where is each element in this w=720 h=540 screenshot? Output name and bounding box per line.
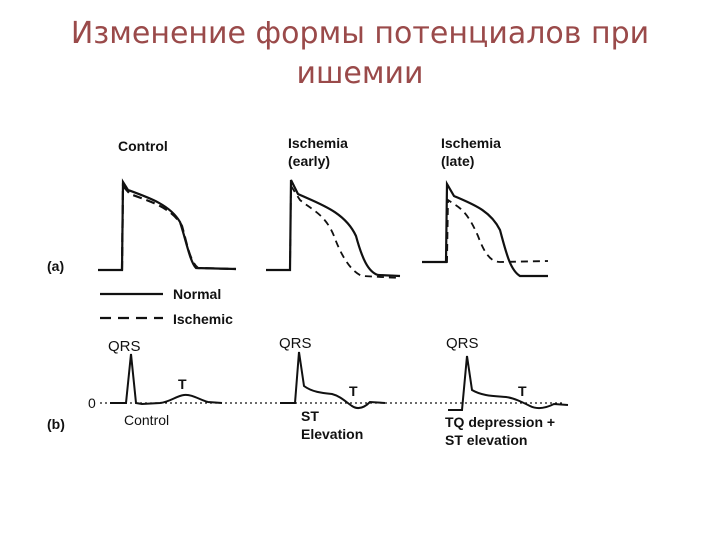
t-label-3: T	[518, 383, 527, 399]
ecg-tq-depression	[448, 355, 569, 411]
panel-a-label: (a)	[47, 258, 64, 274]
qrs-label-1: QRS	[108, 338, 141, 355]
tq-label-line1: TQ depression +	[445, 414, 555, 430]
qrs-label-2: QRS	[279, 335, 312, 352]
ecg-control	[110, 353, 223, 406]
slide-title-line1: Изменение формы потенциалов при	[70, 16, 650, 51]
panel-b-label: (b)	[47, 416, 65, 432]
ap-control-normal	[98, 178, 237, 272]
ecg-st-elevation	[280, 351, 386, 410]
control-b-label: Control	[124, 412, 169, 428]
baseline-zero: 0	[88, 395, 96, 411]
t-label-1: T	[178, 376, 187, 392]
ap-early-ischemic	[289, 182, 401, 279]
elevation-label: Elevation	[301, 426, 363, 442]
tq-label-line2: ST elevation	[445, 432, 527, 448]
ap-early-normal	[266, 179, 401, 278]
slide-title-line2: ишемии	[296, 56, 424, 91]
st-label: ST	[301, 408, 319, 424]
label-ischemia-late-1: Ischemia	[441, 135, 501, 151]
slide-title: Изменение формы потенциалов при ишемии	[0, 14, 720, 94]
ap-control-ischemic	[120, 183, 237, 271]
ap-late-ischemic	[422, 198, 549, 263]
label-ischemia-late-2: (late)	[441, 153, 474, 169]
legend-ischemic-label: Ischemic	[173, 311, 233, 327]
t-label-2: T	[349, 383, 358, 399]
label-ischemia-early-2: (early)	[288, 153, 330, 169]
label-ischemia-early-1: Ischemia	[288, 135, 348, 151]
qrs-label-3: QRS	[446, 335, 479, 352]
legend-normal-label: Normal	[173, 286, 221, 302]
label-control-a: Control	[118, 138, 168, 154]
ap-late-normal	[422, 180, 548, 278]
